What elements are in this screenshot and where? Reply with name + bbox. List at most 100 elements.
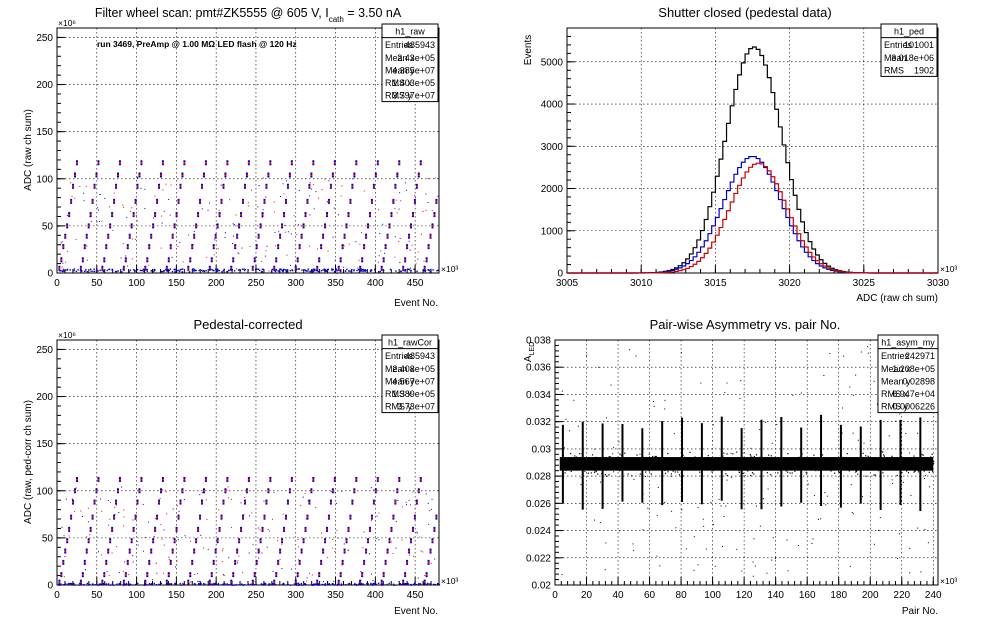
data-point [220,184,222,186]
stats-value: 3.797e+07 [392,91,435,101]
y-tick-label: 0.02 [532,581,552,592]
data-point [81,575,84,578]
data-point [561,458,563,460]
data-points [57,160,439,274]
data-point [204,162,207,164]
data-point [214,548,217,551]
data-point [404,572,407,575]
data-point [851,466,853,468]
data-point [267,172,270,175]
data-point [113,518,116,520]
data-point [178,270,181,273]
data-point [210,257,213,260]
data-point [226,476,229,479]
data-point [808,466,810,468]
data-point [103,257,106,260]
data-point [726,474,728,477]
data-point [293,215,295,217]
data-point [591,464,594,466]
data-point [322,581,324,583]
data-point [136,541,138,543]
data-point [867,352,869,354]
data-point [153,582,155,585]
data-point [811,462,813,464]
data-point [645,471,647,473]
data-point [850,467,852,470]
data-point [312,476,315,479]
data-point [198,580,200,582]
data-point [184,535,186,537]
data-point [335,503,337,505]
data-point [286,254,288,256]
data-point [728,469,730,471]
data-point [428,523,430,525]
data-point [382,260,385,263]
data-point [906,470,908,472]
data-point [149,584,151,586]
data-point [73,584,76,586]
data-point [62,559,65,562]
data-point [435,198,438,201]
data-point [377,261,379,263]
data-point [188,582,190,585]
data-point [156,572,158,574]
data-point [238,555,240,557]
data-point [173,541,176,544]
chart-title: Shutter closed (pedestal data) [658,5,831,20]
data-point [320,247,323,250]
data-point [122,583,125,585]
data-point [230,498,232,500]
data-point [255,246,258,248]
data-point [215,270,218,272]
data-point [213,269,215,272]
data-point [337,214,339,216]
data-point [386,233,389,236]
data-point [259,529,261,531]
data-point [163,210,165,212]
data-point [425,572,428,575]
data-point [132,519,134,521]
data-point [316,269,318,271]
data-point [290,163,293,166]
data-point [308,187,311,189]
data-point [330,490,332,492]
data-point [685,462,687,464]
data-point [669,466,671,468]
data-point [336,529,338,531]
data-point [358,583,360,585]
data-point [62,244,65,247]
data-point [875,467,878,469]
data-point [202,270,204,272]
data-point [829,460,831,462]
data-point [830,470,832,472]
data-point [175,214,178,216]
data-point [672,462,674,464]
data-point [236,268,238,270]
data-point [380,583,383,585]
data-point [849,466,851,468]
data-point [212,563,215,565]
data-point [202,491,205,494]
data-point [614,461,616,463]
data-point [636,468,638,470]
data-point [81,270,83,272]
data-point [130,226,133,229]
data-point [652,462,654,464]
data-point [226,163,229,166]
data-point [320,559,323,562]
data-point [85,237,88,239]
data-point [631,467,633,469]
data-point [787,475,789,477]
data-point [70,583,72,586]
data-point [132,526,135,529]
data-point [605,463,608,466]
data-point [210,260,213,263]
data-point [693,461,696,463]
data-point [692,465,694,467]
data-point [296,574,299,576]
data-point [751,456,753,458]
data-point [317,583,320,585]
data-point [786,539,788,541]
data-point [64,556,66,558]
stats-box-frame [877,334,939,414]
